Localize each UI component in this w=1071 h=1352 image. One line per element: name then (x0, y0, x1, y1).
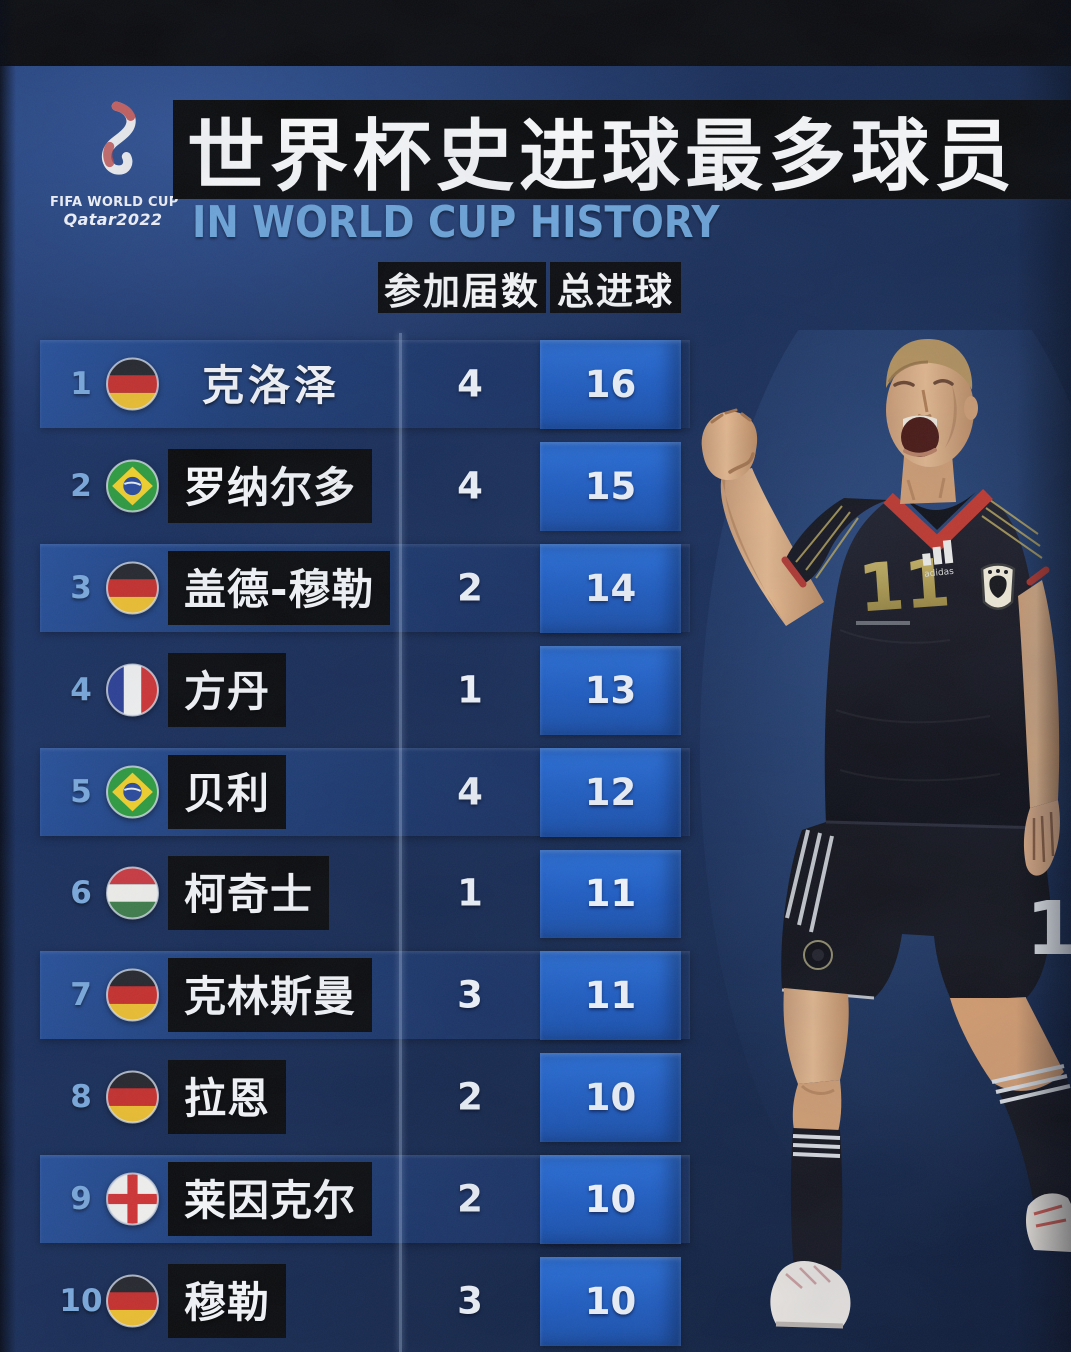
player-name: 克林斯曼 (168, 958, 373, 1033)
flag-icon-germany (106, 357, 159, 410)
flag-icon-germany (106, 1071, 159, 1124)
logo-text-line2: Qatar2022 (63, 210, 163, 229)
column-header-goals: 总进球 (550, 262, 681, 313)
appearances-value: 4 (457, 770, 483, 814)
column-divider-line (399, 333, 402, 1352)
player-name: 拉恩 (168, 1060, 287, 1135)
top-black-bar (0, 0, 1071, 66)
player-photo: 11 adidas (700, 330, 1071, 1329)
team-crest (980, 563, 1016, 610)
table-row: 7 克林斯曼 3 11 (0, 944, 700, 1046)
rank-number: 7 (70, 977, 92, 1014)
page-title: 世界杯史进球最多球员 (187, 111, 1018, 202)
flag-icon-germany (106, 561, 159, 614)
column-header-appearances: 参加届数 (378, 262, 546, 313)
sponsor-line (856, 621, 910, 625)
flag-icon-brazil (106, 765, 159, 818)
player-name: 克洛泽 (202, 360, 341, 410)
table-row: 10 穆勒 3 10 (0, 1250, 700, 1352)
appearances-value: 1 (457, 668, 483, 712)
rank-number: 3 (70, 569, 92, 606)
logo-text-line1: FIFA WORLD CUP (50, 195, 179, 210)
table-row: 5 贝利 4 12 (0, 741, 700, 843)
goals-badge: 10 (540, 1155, 681, 1245)
flag-icon-germany (106, 969, 159, 1022)
appearances-value: 2 (457, 1177, 483, 1221)
appearances-value: 2 (457, 566, 483, 610)
player-name: 柯奇士 (168, 856, 330, 931)
rank-number: 10 (59, 1283, 103, 1320)
goals-badge: 13 (540, 645, 681, 735)
goals-badge: 10 (540, 1257, 681, 1347)
table-row: 2 罗纳尔多 4 15 (0, 435, 700, 537)
player-name: 罗纳尔多 (168, 448, 373, 523)
table-row: 4 方丹 1 13 (0, 639, 700, 741)
goals-badge: 15 (540, 441, 681, 531)
appearances-value: 4 (457, 464, 483, 508)
appearances-value: 4 (457, 362, 483, 406)
goals-badge: 14 (540, 543, 681, 633)
player-name: 莱因克尔 (168, 1162, 373, 1237)
goals-badge: 11 (540, 951, 681, 1041)
rank-number: 8 (70, 1079, 92, 1116)
flag-icon-england (106, 1173, 159, 1226)
fifa-world-cup-logo: FIFA WORLD CUP Qatar2022 (50, 94, 179, 229)
title-bar: 世界杯史进球最多球员 (173, 100, 1071, 202)
flag-icon-germany (106, 1275, 159, 1328)
flag-icon-hungary (106, 867, 159, 920)
rank-number: 4 (70, 671, 92, 708)
appearances-value: 1 (457, 871, 483, 915)
appearances-value: 2 (457, 1075, 483, 1119)
table-row: 6 柯奇士 1 11 (0, 843, 700, 945)
table-row: 1 克洛泽 4 16 (0, 333, 700, 435)
goals-badge: 11 (540, 849, 681, 939)
rank-number: 5 (70, 773, 92, 810)
player-name: 穆勒 (168, 1264, 287, 1339)
player-name: 方丹 (168, 652, 287, 727)
partial-jersey-number: 1 (1026, 886, 1071, 972)
appearances-value: 3 (457, 973, 483, 1017)
flag-icon-brazil (106, 459, 159, 512)
appearances-value: 3 (457, 1279, 483, 1323)
table-row: 8 拉恩 2 10 (0, 1046, 700, 1148)
qatar-2022-emblem-icon (101, 101, 136, 175)
goals-badge: 12 (540, 747, 681, 837)
shorts-badge (803, 940, 833, 970)
rank-number: 2 (70, 467, 92, 504)
goals-badge: 10 (540, 1053, 681, 1143)
rank-number: 6 (70, 875, 92, 912)
subtitle-english: IN WORLD CUP HISTORY (192, 197, 720, 248)
rank-number: 9 (70, 1181, 92, 1218)
rank-number: 1 (70, 365, 92, 402)
goals-badge: 16 (540, 340, 681, 429)
table-row: 3 盖德-穆勒 2 14 (0, 537, 700, 639)
ranking-table: 1 克洛泽 4 16 2 罗纳尔多 4 15 3 盖德-穆勒 2 14 4 方丹… (0, 333, 700, 1352)
flag-icon-france (106, 663, 159, 716)
table-row: 9 莱因克尔 2 10 (0, 1148, 700, 1250)
player-name: 盖德-穆勒 (168, 550, 391, 625)
player-name: 贝利 (168, 754, 287, 829)
